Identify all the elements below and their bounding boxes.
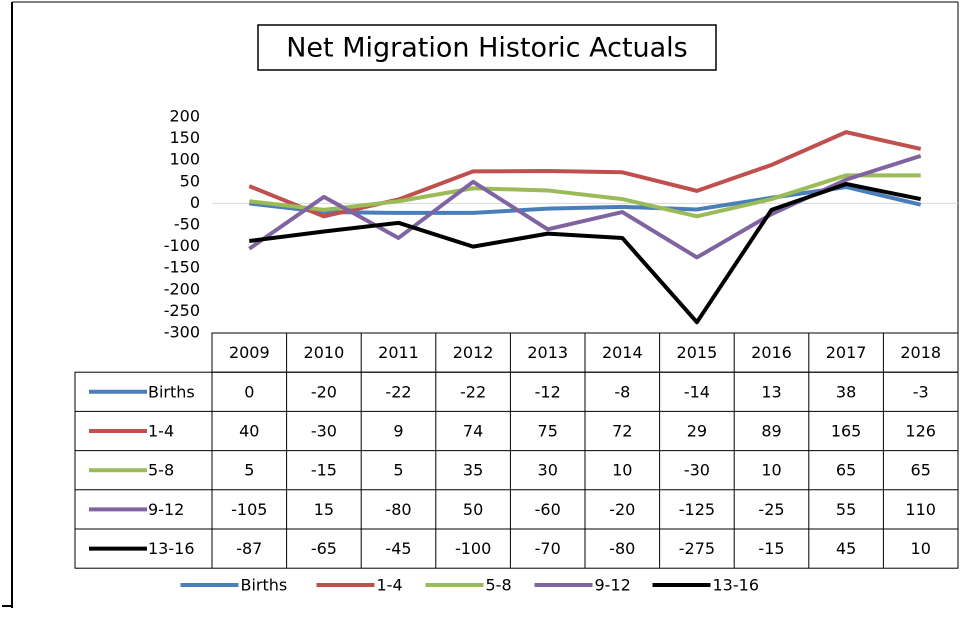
legend-label: 1-4 [377,576,403,595]
y-tick-label: 150 [169,128,200,147]
table-cell: -20 [311,382,337,401]
y-tick-label: -250 [164,301,200,320]
table-row-label: Births [148,382,195,401]
table-cell: -20 [609,500,635,519]
x-tick-label: 2011 [378,343,419,362]
table-cell: -100 [455,539,491,558]
table-cell: 74 [463,422,483,441]
x-tick-label: 2018 [900,343,941,362]
x-tick-label: 2010 [304,343,345,362]
table-cell: 38 [836,382,856,401]
legend-label: 9-12 [595,576,631,595]
y-tick-label: -50 [174,215,200,234]
table-cell: 5 [393,461,403,480]
table-cell: 72 [612,422,632,441]
legend-label: 5-8 [486,576,512,595]
table-cell: 13 [761,382,781,401]
table-cell: 15 [314,500,334,519]
table-cell: -125 [679,500,715,519]
table-cell: 29 [687,422,707,441]
table-cell: 10 [612,461,632,480]
table-cell: -25 [758,500,784,519]
table-cell: 5 [244,461,254,480]
table-cell: -80 [385,500,411,519]
table-cell: -60 [535,500,561,519]
table-row-label: 13-16 [148,539,195,558]
table-body [74,371,959,569]
x-tick-label: 2017 [826,343,867,362]
x-tick-label: 2009 [229,343,270,362]
table-cell: 50 [463,500,483,519]
table-cell: -87 [236,539,262,558]
x-tick-label: 2016 [751,343,792,362]
series-line [248,130,922,219]
table-cell: 110 [905,500,936,519]
chart-title: Net Migration Historic Actuals [286,33,688,64]
table-row-label: 9-12 [148,500,184,519]
y-tick-label: -300 [164,323,200,342]
x-tick-label: 2015 [677,343,718,362]
table-cell: 35 [463,461,483,480]
table-cell: 89 [761,422,781,441]
table-cell: -15 [758,539,784,558]
table-cell: -45 [385,539,411,558]
y-tick-label: 50 [180,171,200,190]
table-cell: 55 [836,500,856,519]
x-tick-label: 2012 [453,343,494,362]
table-cell: 10 [911,539,931,558]
table-cell: -65 [311,539,337,558]
table-cell: -70 [535,539,561,558]
legend-label: Births [241,576,288,595]
table-cell: 165 [831,422,862,441]
table-cell: 10 [761,461,781,480]
table-cell: -12 [535,382,561,401]
table-cell: 126 [905,422,936,441]
series-line [249,184,922,215]
table-cell: 9 [393,422,403,441]
x-tick-label: 2014 [602,343,643,362]
series-line [249,181,922,325]
y-tick-label: -150 [164,258,200,277]
table-cell: 30 [538,461,558,480]
table-cell: -105 [231,500,267,519]
table-cell: -14 [684,382,710,401]
table-row-label: 5-8 [148,461,174,480]
title-box [257,24,717,71]
y-tick-label: -100 [164,236,200,255]
table-row-label: 1-4 [148,422,174,441]
series-line [249,173,921,219]
table-cell: 40 [239,422,259,441]
table-cell: -8 [614,382,630,401]
table-cell: -22 [385,382,411,401]
y-tick-label: 0 [190,193,200,212]
table-cell: -30 [684,461,710,480]
y-tick-label: -200 [164,279,200,298]
table-cell: -22 [460,382,486,401]
table-cell: -15 [311,461,337,480]
table-cell: 75 [538,422,558,441]
table-cell: -3 [913,382,929,401]
table-cell: 65 [911,461,931,480]
x-tick-label: 2013 [527,343,568,362]
table-cell: -275 [679,539,715,558]
table-cell: -80 [609,539,635,558]
table-cell: 45 [836,539,856,558]
table-cell: 65 [836,461,856,480]
table-cell: 0 [244,382,254,401]
y-tick-label: 100 [169,150,200,169]
legend-label: 13-16 [713,576,760,595]
y-tick-label: 200 [169,107,200,126]
table-cell: -30 [311,422,337,441]
